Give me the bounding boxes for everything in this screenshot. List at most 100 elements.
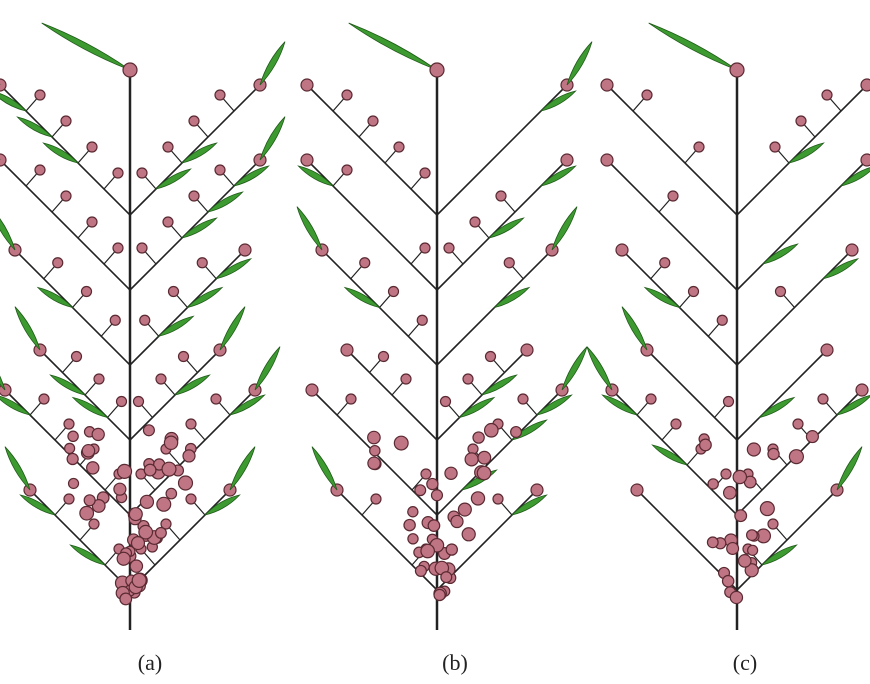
leaf bbox=[488, 215, 526, 240]
flower bbox=[428, 520, 440, 532]
flower bbox=[631, 484, 643, 496]
leaf bbox=[217, 305, 247, 351]
flower bbox=[130, 560, 142, 572]
flower bbox=[561, 154, 573, 166]
flower bbox=[394, 436, 408, 450]
leaf bbox=[493, 285, 531, 310]
flower bbox=[707, 537, 718, 548]
flower bbox=[118, 464, 132, 478]
flower bbox=[724, 487, 737, 500]
leaf bbox=[181, 215, 219, 240]
flower bbox=[129, 508, 142, 521]
plants bbox=[0, 20, 870, 630]
flower bbox=[35, 165, 45, 175]
flower bbox=[197, 258, 207, 268]
flower bbox=[61, 191, 71, 201]
flower bbox=[120, 593, 132, 605]
flower bbox=[82, 287, 92, 297]
flower bbox=[163, 142, 173, 152]
flower bbox=[415, 565, 426, 576]
flower bbox=[671, 419, 681, 429]
flower bbox=[114, 483, 126, 495]
flower bbox=[404, 519, 415, 530]
flower bbox=[458, 503, 471, 516]
flower bbox=[796, 116, 806, 126]
flower bbox=[342, 90, 352, 100]
flower bbox=[117, 397, 127, 407]
flower bbox=[166, 488, 176, 498]
leaf bbox=[309, 445, 339, 491]
flower bbox=[444, 243, 454, 253]
flower bbox=[123, 63, 137, 77]
leaf bbox=[49, 372, 87, 397]
leaf bbox=[481, 372, 519, 397]
stem bbox=[647, 350, 737, 440]
flower bbox=[689, 287, 699, 297]
leaf bbox=[16, 114, 54, 139]
stem bbox=[737, 350, 827, 440]
leaf bbox=[511, 492, 549, 517]
flower bbox=[518, 394, 528, 404]
flower bbox=[646, 394, 656, 404]
flower bbox=[156, 374, 166, 384]
flower bbox=[368, 457, 380, 469]
flower bbox=[747, 530, 758, 541]
flower bbox=[735, 510, 747, 522]
leaf bbox=[601, 392, 639, 417]
flower bbox=[434, 589, 445, 600]
leaf bbox=[257, 40, 287, 86]
stem bbox=[607, 160, 737, 290]
leaf bbox=[297, 163, 335, 188]
flower bbox=[427, 478, 438, 489]
flower bbox=[496, 191, 506, 201]
leaf bbox=[71, 395, 109, 420]
leaf bbox=[204, 492, 242, 517]
flower bbox=[504, 258, 514, 268]
flower bbox=[87, 462, 99, 474]
flower bbox=[186, 494, 196, 504]
flower bbox=[144, 464, 156, 476]
flower bbox=[463, 374, 473, 384]
flower bbox=[61, 116, 71, 126]
flower bbox=[739, 555, 752, 568]
flower bbox=[601, 79, 613, 91]
leaf bbox=[233, 163, 271, 188]
leaf bbox=[540, 163, 578, 188]
leaf bbox=[761, 542, 799, 567]
leaf bbox=[0, 88, 27, 113]
leaf bbox=[19, 492, 57, 517]
flower bbox=[65, 443, 75, 453]
flower bbox=[360, 258, 370, 268]
flower bbox=[462, 528, 475, 541]
leaf bbox=[347, 20, 438, 72]
leaf bbox=[540, 88, 578, 113]
flower bbox=[768, 448, 779, 459]
flower bbox=[68, 431, 78, 441]
flower bbox=[67, 453, 78, 464]
flower bbox=[473, 432, 484, 443]
flower bbox=[445, 467, 457, 479]
flower bbox=[162, 462, 176, 476]
leaf bbox=[584, 345, 614, 391]
flower bbox=[215, 90, 225, 100]
flower bbox=[776, 287, 786, 297]
flower bbox=[818, 394, 828, 404]
leaf bbox=[227, 445, 257, 491]
leaf bbox=[2, 445, 32, 491]
flower bbox=[668, 191, 678, 201]
flower bbox=[301, 154, 313, 166]
flower bbox=[157, 497, 171, 511]
flower bbox=[531, 484, 543, 496]
leaf bbox=[836, 392, 870, 417]
flower bbox=[94, 374, 104, 384]
leaf bbox=[536, 392, 574, 417]
flower bbox=[113, 168, 123, 178]
leaf bbox=[343, 285, 381, 310]
leaf bbox=[643, 285, 681, 310]
flower bbox=[486, 352, 496, 362]
flower bbox=[421, 469, 431, 479]
flower bbox=[163, 217, 173, 227]
flower bbox=[421, 544, 434, 557]
flower bbox=[69, 478, 79, 488]
flower bbox=[446, 544, 457, 555]
